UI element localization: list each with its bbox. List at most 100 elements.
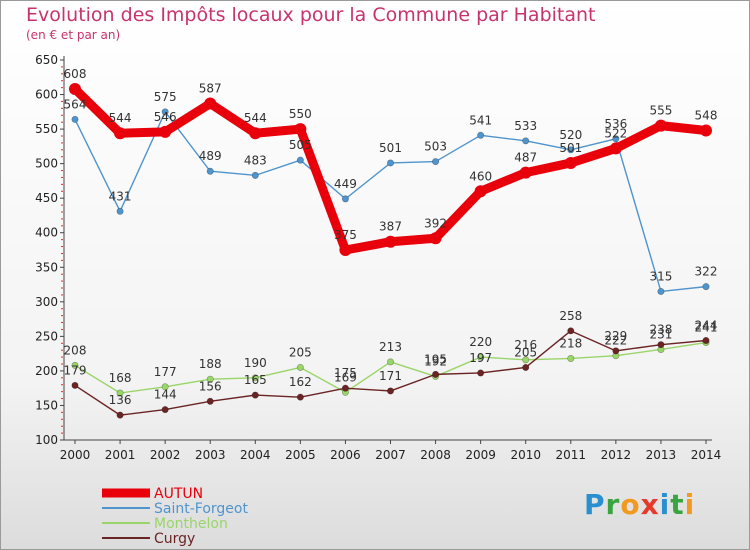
data-point-curgy [477,369,485,377]
data-point-saint-forgeot [522,137,530,145]
data-point-saint-forgeot [116,207,124,215]
data-point-autun [474,185,487,198]
data-point-saint-forgeot [432,158,440,166]
data-label-monthelon: 188 [199,357,222,371]
data-label-saint-forgeot: 575 [154,90,177,104]
data-point-saint-forgeot [702,283,710,291]
data-label-curgy: 179 [64,363,87,377]
data-point-autun [519,166,532,179]
data-label-curgy: 171 [379,369,402,383]
y-tick-label: 600 [35,88,58,102]
x-tick-label: 2012 [601,448,632,462]
data-point-curgy [567,327,575,335]
data-point-monthelon [296,363,304,371]
x-tick-label: 2005 [285,448,316,462]
data-label-monthelon: 213 [379,340,402,354]
data-label-autun: 550 [289,107,312,121]
data-label-saint-forgeot: 505 [289,138,312,152]
data-label-autun: 544 [109,111,132,125]
data-point-saint-forgeot [161,108,169,116]
data-point-curgy [296,393,304,401]
data-label-saint-forgeot: 322 [695,265,718,279]
y-tick-label: 650 [35,53,58,67]
data-point-curgy [206,397,214,405]
logo-letter: i [659,488,671,521]
data-label-autun: 608 [64,67,87,81]
data-point-autun [654,119,667,132]
data-point-saint-forgeot [477,131,485,139]
data-label-curgy: 162 [289,375,312,389]
x-tick-label: 2007 [375,448,406,462]
logo-letter: r [605,488,621,521]
data-label-monthelon: 241 [695,321,718,335]
data-label-autun: 487 [514,151,537,165]
data-point-saint-forgeot [251,171,259,179]
x-tick-label: 2010 [510,448,541,462]
data-point-monthelon [477,353,485,361]
data-label-saint-forgeot: 501 [379,141,402,155]
y-tick-label: 250 [35,329,58,343]
data-point-curgy [432,370,440,378]
x-tick-label: 2003 [195,448,226,462]
data-point-autun [114,127,127,140]
y-tick-label: 100 [35,433,58,447]
x-tick-label: 2014 [691,448,722,462]
y-tick-label: 550 [35,122,58,136]
x-tick-label: 2002 [150,448,181,462]
chart-subtitle: (en € et par an) [26,28,121,42]
logo-letter: o [620,488,641,521]
data-label-autun: 555 [649,104,672,118]
data-label-curgy: 165 [244,373,267,387]
x-tick-label: 2000 [60,448,91,462]
data-label-autun: 460 [469,169,492,183]
data-label-saint-forgeot: 503 [424,140,447,154]
data-label-autun: 387 [379,220,402,234]
data-point-curgy [702,337,710,345]
y-tick-label: 400 [35,226,58,240]
data-point-curgy [251,391,259,399]
data-point-autun [294,123,307,136]
data-label-autun: 392 [424,216,447,230]
data-point-autun [249,127,262,140]
data-label-curgy: 258 [559,309,582,323]
data-point-autun [339,244,352,256]
data-point-monthelon [386,358,394,366]
data-label-monthelon: 231 [649,327,672,341]
data-point-curgy [612,347,620,355]
data-label-autun: 522 [604,126,627,140]
y-tick-label: 200 [35,364,58,378]
data-point-monthelon [567,354,575,362]
x-tick-label: 2009 [465,448,496,462]
data-label-saint-forgeot: 315 [649,269,672,283]
data-label-saint-forgeot: 541 [469,113,492,127]
data-label-saint-forgeot: 520 [559,128,582,142]
data-point-curgy [386,387,394,395]
chart-title: Evolution des Impôts locaux pour la Comm… [26,4,596,26]
data-label-monthelon: 177 [154,365,177,379]
data-label-autun: 587 [199,82,222,96]
chart-axes: 100 150 200 250 300 350 400 450 500 550 600 650 2000… [35,53,721,462]
legend-label-monthelon: Monthelon [154,516,228,532]
data-label-monthelon: 220 [469,335,492,349]
data-point-curgy [657,341,665,349]
data-label-autun: 544 [244,111,267,125]
data-point-saint-forgeot [71,115,79,123]
legend-label-saint-forgeot: Saint-Forgeot [154,501,248,517]
data-point-autun [384,235,397,248]
data-label-autun: 546 [154,110,177,124]
data-label-curgy: 205 [514,345,537,359]
data-label-monthelon: 190 [244,356,267,370]
logo-letter: i [684,488,696,521]
data-label-curgy: 136 [109,393,132,407]
data-label-monthelon: 216 [514,338,537,352]
data-point-saint-forgeot [206,167,214,175]
series-layer [69,83,712,419]
data-label-curgy: 195 [424,352,447,366]
proxiti-logo: Proxiti [584,488,695,521]
x-tick-label: 2011 [556,448,587,462]
data-point-autun [609,142,622,155]
data-point-curgy [522,363,530,371]
